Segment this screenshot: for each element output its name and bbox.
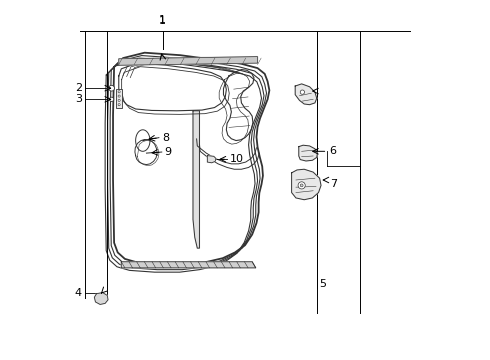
Circle shape bbox=[109, 85, 115, 91]
Text: 5: 5 bbox=[319, 279, 326, 289]
Circle shape bbox=[118, 104, 120, 106]
Polygon shape bbox=[292, 169, 321, 200]
Circle shape bbox=[298, 182, 305, 189]
Bar bbox=[116, 89, 122, 108]
Polygon shape bbox=[122, 262, 256, 268]
Text: 2: 2 bbox=[74, 83, 82, 93]
Circle shape bbox=[118, 99, 120, 102]
Text: 4: 4 bbox=[74, 288, 82, 298]
Circle shape bbox=[300, 184, 303, 187]
Text: 3: 3 bbox=[75, 94, 82, 104]
Polygon shape bbox=[207, 156, 216, 163]
Text: 1: 1 bbox=[159, 15, 166, 25]
Circle shape bbox=[300, 90, 304, 94]
Circle shape bbox=[118, 91, 120, 93]
Polygon shape bbox=[295, 84, 317, 105]
Text: 1: 1 bbox=[159, 16, 166, 26]
Text: 10: 10 bbox=[230, 154, 244, 164]
Polygon shape bbox=[95, 293, 108, 305]
Polygon shape bbox=[193, 111, 199, 248]
Text: 8: 8 bbox=[162, 133, 169, 143]
Polygon shape bbox=[299, 145, 318, 161]
Text: 9: 9 bbox=[164, 147, 171, 157]
Text: 7: 7 bbox=[330, 179, 337, 189]
Circle shape bbox=[109, 97, 114, 102]
Text: 6: 6 bbox=[330, 146, 337, 156]
Polygon shape bbox=[119, 57, 258, 65]
Circle shape bbox=[118, 95, 120, 97]
